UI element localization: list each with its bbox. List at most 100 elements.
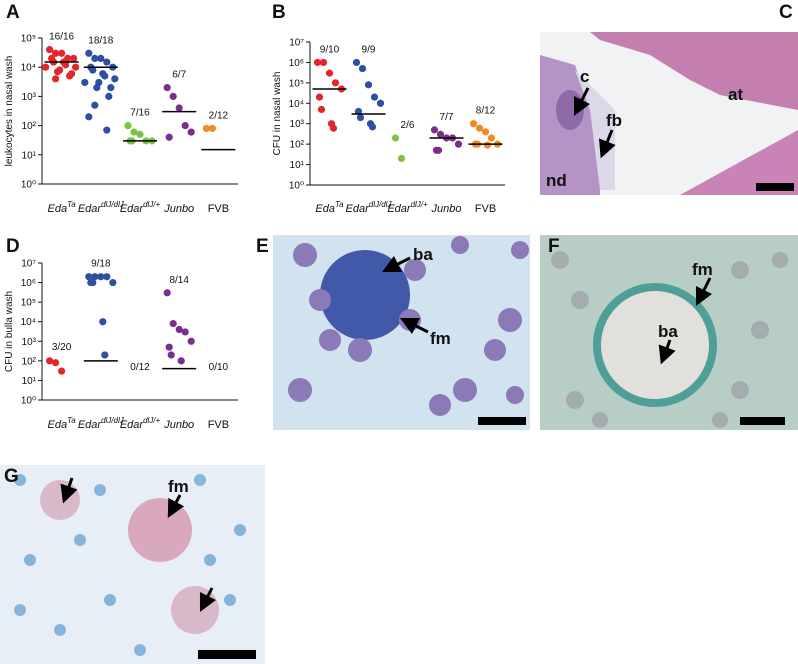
data-point	[72, 63, 80, 71]
data-point	[313, 58, 322, 67]
annotation: at	[728, 85, 743, 104]
panel-letter: B	[272, 2, 286, 23]
annotation: fm	[692, 260, 713, 279]
y-tick-label: 10²	[22, 121, 37, 132]
data-point	[93, 84, 101, 92]
category-name: FVB	[208, 419, 229, 431]
data-point	[46, 357, 54, 365]
fraction-label: 7/16	[130, 108, 150, 119]
data-point	[368, 123, 377, 131]
category-superscript: dlJ/+	[143, 416, 160, 425]
data-point	[356, 113, 365, 122]
data-point	[352, 58, 361, 67]
data-point	[202, 124, 210, 133]
data-point	[397, 154, 406, 163]
fraction-label: 3/20	[52, 342, 72, 353]
data-point	[370, 93, 379, 101]
fraction-label: 16/16	[49, 32, 74, 43]
category-superscript: dlJ/+	[143, 200, 160, 209]
category-superscript: dlJ/dlJ	[369, 200, 393, 209]
data-point	[91, 101, 99, 109]
category-superscript: Ta	[67, 416, 76, 425]
data-point	[85, 273, 93, 281]
data-point	[42, 63, 50, 71]
data-point	[101, 351, 109, 359]
y-tick-label: 10⁶	[289, 58, 304, 69]
y-tick-label: 10⁰	[21, 396, 36, 407]
x-tick-label: EdardlJ/+	[120, 416, 161, 431]
data-point	[130, 128, 138, 136]
data-point	[103, 58, 111, 66]
x-tick-label: EdaTa	[315, 200, 344, 215]
y-tick-label: 10⁰	[289, 181, 304, 192]
data-point	[58, 49, 66, 57]
y-tick-label: 10⁴	[289, 99, 304, 110]
y-tick-label: 10²	[290, 140, 305, 151]
data-point	[165, 343, 173, 351]
category-name: Edar	[120, 203, 145, 215]
data-point	[317, 105, 326, 114]
x-tick-label: Junbo	[163, 419, 194, 431]
data-point	[89, 278, 97, 287]
category-superscript: dlJ/dlJ	[101, 200, 125, 209]
y-tick-label: 10³	[22, 337, 37, 348]
data-point	[354, 107, 363, 116]
x-tick-label: EdardlJ/dlJ	[346, 200, 393, 215]
data-point	[487, 134, 496, 142]
panel-f-image	[540, 235, 798, 430]
y-tick-label: 10³	[290, 119, 305, 130]
data-point	[329, 124, 338, 132]
data-point	[81, 78, 89, 87]
y-tick-label: 10⁷	[289, 38, 304, 49]
x-tick-label: EdardlJ/dlJ	[78, 416, 125, 431]
panel-letter: D	[6, 236, 20, 257]
data-point	[483, 141, 492, 149]
annotation: ba	[658, 322, 678, 341]
fraction-label: 2/6	[401, 120, 415, 131]
y-tick-label: 10²	[22, 356, 37, 367]
x-tick-label: EdaTa	[48, 416, 77, 431]
category-name: Edar	[387, 203, 412, 215]
data-point	[454, 140, 463, 148]
category-name: Edar	[346, 203, 371, 215]
fraction-label: 0/12	[130, 362, 150, 373]
data-point	[52, 75, 60, 83]
y-tick-label: 10⁶	[21, 278, 36, 289]
data-point	[99, 318, 107, 326]
data-point	[319, 58, 328, 67]
panel-letter: E	[256, 236, 269, 257]
category-name: FVB	[208, 203, 229, 215]
data-point	[103, 126, 111, 134]
data-point	[136, 130, 144, 138]
category-name: Eda	[48, 203, 68, 215]
annotation: ba	[413, 245, 433, 264]
panel-letter: A	[6, 2, 20, 23]
data-point	[107, 84, 115, 92]
data-point	[91, 273, 99, 281]
data-point	[97, 273, 105, 281]
data-point	[163, 289, 171, 297]
data-point	[187, 128, 195, 136]
y-axis-label: CFU in bulla wash	[4, 291, 15, 372]
data-point	[376, 99, 385, 107]
panel-letter: C	[779, 2, 793, 23]
y-axis-label: leukocytes in nasal wash	[4, 56, 15, 167]
x-tick-label: EdardlJ/+	[120, 200, 161, 215]
data-point	[208, 124, 216, 133]
category-name: FVB	[475, 203, 496, 215]
category-name: Edar	[78, 419, 103, 431]
data-point	[181, 122, 189, 130]
data-point	[91, 54, 99, 63]
data-point	[175, 325, 183, 334]
fraction-label: 8/12	[476, 106, 496, 117]
category-name: Junbo	[431, 203, 462, 215]
data-point	[481, 128, 490, 136]
data-point	[163, 84, 171, 92]
y-axis-label: CFU in nasal wash	[272, 72, 283, 156]
panel-letter: F	[548, 236, 560, 257]
x-tick-label: FVB	[208, 419, 229, 431]
x-tick-label: EdaTa	[48, 200, 77, 215]
fraction-label: 9/18	[91, 259, 111, 270]
y-tick-label: 10⁴	[21, 63, 36, 74]
fraction-label: 6/7	[172, 70, 186, 81]
